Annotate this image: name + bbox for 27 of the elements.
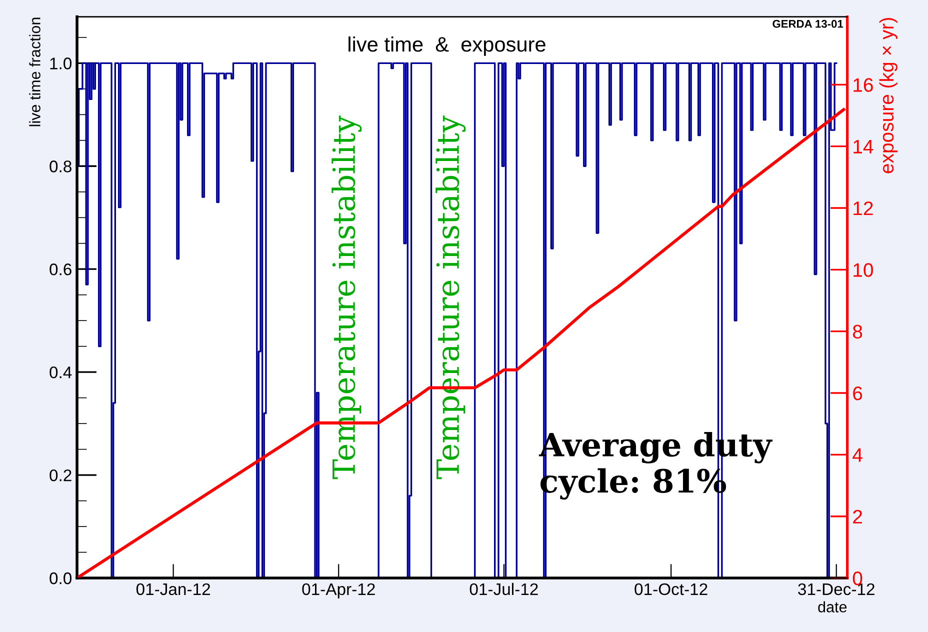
x-tick-label: 31-Dec-12 xyxy=(798,583,874,596)
y-tick-label: 0.2 xyxy=(50,469,72,482)
x-axis-title: date xyxy=(818,601,847,612)
y2-tick-label: 10 xyxy=(854,263,873,277)
x-tick-label: 01-Apr-12 xyxy=(302,583,375,598)
y2-tick-label: 8 xyxy=(852,324,862,339)
y2-tick-label: 12 xyxy=(854,201,873,216)
x-tick-label: 01-Jul-12 xyxy=(470,582,538,596)
y2-axis-title: exposure (kg × yr) xyxy=(879,18,898,174)
y2-tick-label: 0 xyxy=(852,571,862,586)
x-tick-label: 01-Jan-12 xyxy=(136,583,210,596)
x-tick-label: 01-Oct-12 xyxy=(634,583,708,596)
y2-tick-label: 2 xyxy=(853,510,862,524)
y-axis-title: live time fraction xyxy=(29,18,40,126)
y2-tick-label: 6 xyxy=(853,386,862,400)
y-tick-label: 1.0 xyxy=(50,58,72,70)
y-tick-label: 0.6 xyxy=(50,264,72,276)
y2-tick-label: 4 xyxy=(852,448,862,462)
y2-tick-label: 16 xyxy=(854,78,873,92)
annotation: Temperature instability xyxy=(332,116,362,480)
annotation: Temperature instability xyxy=(436,116,466,480)
annotation: GERDA 13-01 xyxy=(772,20,844,28)
y-tick-label: 0.4 xyxy=(50,366,72,378)
text: live time & exposure xyxy=(348,36,546,56)
y-tick-label: 0.0 xyxy=(50,572,72,584)
y2-tick-label: 14 xyxy=(854,140,874,154)
y-tick-label: 0.8 xyxy=(50,160,72,172)
